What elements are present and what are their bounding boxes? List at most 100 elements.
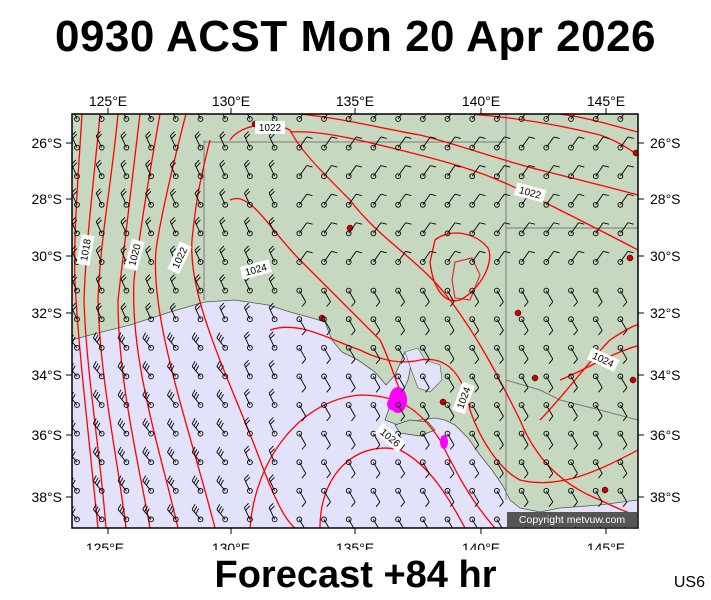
wind-barb-feather (195, 479, 200, 486)
wind-barb-feather (169, 245, 175, 251)
wind-station (74, 459, 80, 466)
wind-barb-feather (167, 418, 171, 424)
wind-barb-feather (356, 222, 363, 225)
wind-station (247, 116, 253, 122)
wind-station (494, 173, 500, 180)
wind-barb-feather (245, 133, 251, 139)
wind-barb-feather (425, 358, 430, 364)
wind-barb-feather (218, 506, 223, 512)
wind-station (247, 287, 253, 294)
wind-barb-feather (269, 162, 275, 168)
wind-station (123, 173, 130, 180)
wind-station (123, 201, 130, 208)
wind-barb (191, 451, 201, 463)
state-border (505, 379, 638, 421)
wind-barb (243, 478, 251, 491)
wind-barb (194, 221, 201, 234)
wind-barb (373, 519, 379, 528)
wind-station (592, 116, 599, 122)
wind-barb-feather (171, 305, 177, 311)
wind-barb (323, 290, 331, 303)
wind-barb (191, 366, 201, 377)
wind-barb-feather (144, 506, 148, 512)
wind-station (148, 287, 154, 294)
wind-station (444, 316, 451, 323)
wind-station (74, 230, 80, 237)
wind-barb (191, 480, 201, 492)
wind-station (543, 402, 550, 408)
wind-barb-feather (326, 501, 331, 507)
wind-barb-feather (523, 301, 529, 307)
wind-barb-feather (598, 473, 603, 479)
wind-station (271, 459, 278, 466)
wind-barb (323, 490, 331, 503)
wind-barb (545, 222, 555, 234)
copyright-text: Copyright metvuw.com (519, 514, 625, 526)
wind-station (568, 144, 574, 151)
wind-barb-feather (269, 190, 275, 196)
wind-barb (348, 290, 356, 303)
wind-barb (243, 364, 251, 377)
wind-station (271, 516, 278, 523)
wind-barb (620, 461, 628, 474)
wind-barb-feather (220, 133, 226, 139)
wind-barb-feather (268, 474, 274, 480)
wind-station (74, 344, 80, 351)
wind-station (370, 144, 377, 151)
wind-station (98, 487, 105, 494)
wind-barb-feather (244, 131, 249, 137)
wind-barb (521, 318, 529, 331)
wind-station (518, 144, 525, 151)
wind-barb-feather (454, 193, 461, 197)
wind-barb-feather (170, 508, 175, 515)
wind-barb-feather (191, 332, 196, 339)
wind-barb (496, 318, 504, 331)
wind-barb (120, 192, 127, 205)
wind-barb-feather (72, 365, 76, 372)
wind-barb (471, 290, 480, 303)
wind-station (518, 402, 525, 408)
wind-barbs (72, 106, 634, 536)
lat-label: 30°S (31, 248, 62, 264)
lat-labels-left: 26°S 28°S 30°S 32°S 34°S 36°S 38°S (31, 135, 62, 505)
wind-station (345, 201, 352, 208)
wind-barb (570, 461, 578, 474)
wind-barb-feather (573, 444, 578, 450)
wind-station (123, 459, 130, 466)
wind-barb-feather (170, 365, 175, 372)
wind-barb-feather (455, 108, 461, 109)
wind-barb (243, 307, 251, 320)
wind-barb-feather (500, 531, 504, 536)
wind-barb-feather (573, 387, 578, 393)
wind-barb-feather (479, 165, 486, 168)
wind-barb-feather (245, 248, 251, 254)
wind-barb (496, 136, 505, 148)
wind-barb-feather (499, 358, 504, 364)
wind-barb-feather (144, 448, 148, 455)
wind-station (370, 487, 377, 494)
wind-station (296, 487, 303, 494)
wind-barb-feather (244, 217, 249, 222)
wind-barb-feather (72, 190, 78, 196)
wind-barb-feather (146, 248, 152, 254)
wind-barb (268, 364, 276, 377)
wind-barb (95, 135, 103, 148)
isobar-line (539, 324, 638, 421)
wind-barb (595, 490, 603, 503)
wind-barb (323, 433, 331, 446)
wind-station (419, 144, 426, 151)
wind-barb (422, 193, 431, 206)
wind-barb-feather (94, 448, 99, 455)
wind-station (98, 516, 105, 523)
wind-barb (620, 290, 628, 303)
wind-barb-feather (548, 301, 554, 307)
wind-barb (219, 278, 226, 291)
wind-barb (595, 222, 604, 234)
wind-station (148, 430, 154, 437)
wind-barb (92, 509, 103, 520)
wind-station (419, 402, 426, 408)
wind-barb-feather (147, 106, 151, 110)
wind-station (98, 459, 105, 466)
wind-barb (471, 347, 480, 360)
wind-station (518, 259, 525, 265)
